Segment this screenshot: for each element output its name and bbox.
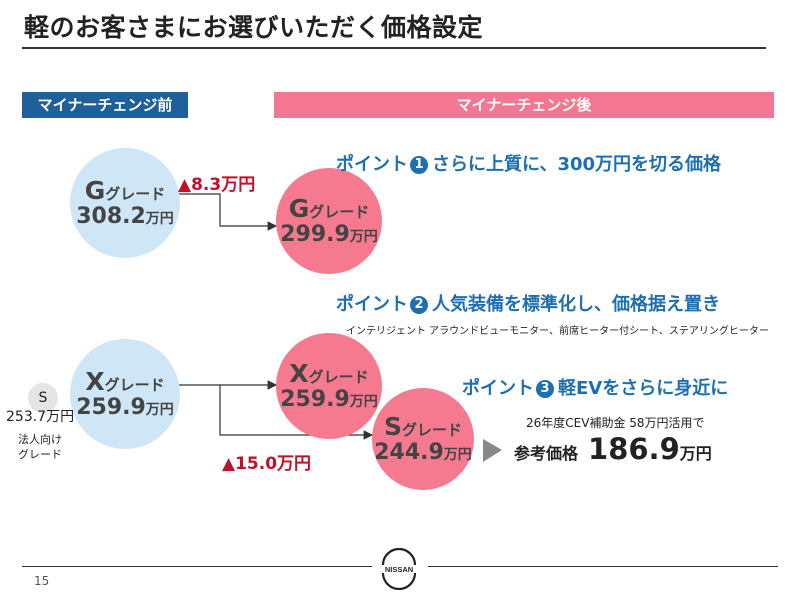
corporate-grade-note: 法人向け グレード: [18, 433, 62, 461]
before-x-grade-circle: Xグレード 259.9万円: [70, 339, 180, 449]
header-after-change: マイナーチェンジ後: [274, 92, 774, 118]
page-title: 軽のお客さまにお選びいただく価格設定: [24, 13, 484, 42]
point-3: ポイント 3 軽EVをさらに身近に: [462, 378, 729, 399]
point-2-equipment-note: インテリジェント アラウンドビューモニター、前席ヒーター付シート、ステアリングヒ…: [346, 326, 769, 337]
grade-letter: G: [288, 194, 310, 224]
after-s-grade-circle: Sグレード 244.9万円: [372, 388, 474, 490]
point-2: ポイント 2 人気装備を標準化し、価格据え置き: [336, 294, 720, 315]
reference-price-unit: 万円: [679, 444, 712, 463]
after-g-grade-circle: Gグレード 299.9万円: [276, 168, 382, 274]
grade-letter: G: [84, 176, 106, 206]
number-badge-icon: 2: [410, 296, 428, 314]
grade-letter: X: [289, 359, 309, 389]
price-value: 259.9: [280, 386, 350, 412]
footer-divider-left: [22, 566, 372, 567]
subsidy-note: 26年度CEV補助金 58万円活用で: [526, 416, 705, 430]
after-x-grade-circle: Xグレード 259.9万円: [276, 333, 382, 439]
grade-label: グレード: [104, 376, 165, 395]
header-before-change: マイナーチェンジ前: [22, 92, 188, 118]
price-value: 308.2: [76, 203, 146, 229]
point-1: ポイント 1 さらに上質に、300万円を切る価格: [336, 154, 722, 175]
title-divider: [22, 47, 766, 49]
number-badge-icon: 1: [410, 156, 428, 174]
logo-text: NISSAN: [385, 565, 413, 574]
price-value: 259.9: [76, 394, 146, 420]
reference-price-value: 186.9: [588, 432, 680, 466]
grade-label: グレード: [308, 368, 369, 387]
nissan-logo: NISSAN: [381, 548, 417, 590]
g-price-diff: ▲8.3万円: [178, 175, 256, 195]
price-value: 244.9: [374, 439, 444, 465]
grade-label: グレード: [105, 185, 166, 204]
grade-letter: X: [85, 367, 105, 397]
page-number: 15: [34, 574, 50, 588]
s-price-diff: ▲15.0万円: [222, 454, 312, 474]
price-unit: 万円: [145, 401, 174, 418]
grade-label: グレード: [309, 203, 370, 222]
before-s-grade-circle: S: [28, 383, 58, 413]
grade-label: グレード: [402, 421, 463, 440]
reference-price-label: 参考価格: [514, 444, 579, 463]
price-value: 299.9: [280, 221, 350, 247]
footer-divider-right: [428, 566, 778, 567]
price-unit: 万円: [443, 446, 472, 463]
before-g-grade-circle: Gグレード 308.2万円: [70, 148, 180, 258]
price-unit: 万円: [349, 393, 378, 410]
number-badge-icon: 3: [536, 380, 554, 398]
price-unit: 万円: [349, 228, 378, 245]
price-unit: 万円: [145, 210, 174, 227]
before-s-price: 253.7万円: [6, 409, 75, 425]
grade-letter: S: [383, 412, 402, 442]
play-arrow-icon: [483, 439, 502, 462]
g-connector-arrow: [166, 193, 278, 231]
reference-price: 参考価格 186.9万円: [514, 432, 712, 466]
